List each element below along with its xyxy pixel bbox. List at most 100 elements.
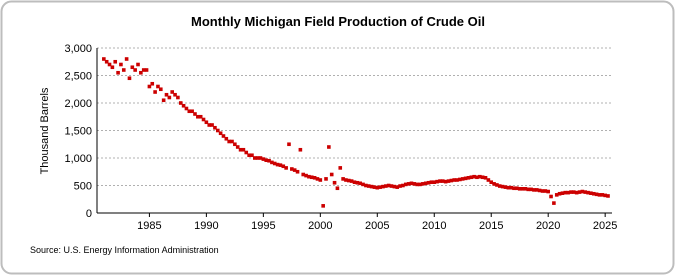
data-point (318, 178, 323, 182)
data-point (401, 183, 405, 188)
data-point (395, 185, 400, 189)
data-point (121, 68, 126, 72)
data-point (295, 169, 300, 174)
data-point (235, 145, 240, 149)
data-point (230, 139, 234, 144)
source-note: Source: U.S. Energy Information Administ… (30, 245, 219, 255)
chart-title: Monthly Michigan Field Production of Cru… (191, 14, 485, 29)
y-tick-label: 1,000 (64, 153, 92, 165)
data-point (272, 161, 277, 166)
data-point (315, 177, 320, 181)
data-point (290, 167, 294, 171)
data-point (458, 177, 462, 182)
data-point (301, 172, 306, 177)
data-point (341, 177, 345, 181)
data-point (264, 158, 268, 162)
data-point (569, 190, 573, 194)
data-point (577, 190, 582, 194)
data-point (455, 178, 459, 182)
data-point (196, 114, 200, 119)
y-tick-label: 2,500 (64, 71, 92, 83)
data-point (557, 191, 562, 196)
data-point (543, 189, 548, 193)
data-point (241, 147, 246, 152)
data-point (460, 177, 465, 181)
data-point (378, 185, 382, 189)
data-point (466, 176, 471, 180)
data-point (526, 187, 531, 192)
data-point (187, 109, 192, 114)
data-point (107, 62, 112, 67)
data-point (500, 184, 505, 189)
data-point (324, 177, 328, 181)
x-tick-label: 1990 (194, 220, 218, 232)
y-tick-label: 500 (74, 181, 92, 193)
data-point (309, 175, 314, 180)
data-point (591, 191, 596, 196)
data-point (161, 98, 166, 103)
data-point (469, 175, 474, 180)
y-axis-label: Thousand Barrels (39, 87, 51, 174)
data-point (312, 176, 317, 180)
data-point (415, 182, 419, 187)
data-point (389, 184, 394, 188)
data-point (512, 186, 516, 191)
data-point (517, 187, 522, 191)
data-point (589, 191, 593, 195)
data-point (483, 176, 488, 180)
data-point (532, 188, 536, 192)
data-point (164, 92, 169, 97)
y-tick-label: 2,000 (64, 98, 92, 110)
data-point (583, 190, 588, 194)
data-point (261, 157, 266, 161)
data-point (412, 182, 417, 186)
data-point (270, 160, 274, 165)
data-point (426, 180, 431, 185)
data-point (213, 125, 217, 130)
data-point (381, 184, 385, 189)
data-point (113, 59, 118, 64)
data-point (438, 179, 442, 183)
data-point (358, 181, 362, 186)
data-point (327, 145, 331, 149)
data-point (489, 180, 494, 184)
data-point (170, 90, 174, 94)
data-point (600, 193, 605, 197)
data-point (150, 81, 155, 86)
data-point (275, 162, 280, 167)
data-point (563, 190, 568, 195)
data-point (554, 193, 559, 197)
data-point (102, 57, 106, 61)
data-point (463, 176, 468, 181)
data-point (441, 179, 445, 183)
data-point (215, 128, 220, 133)
data-point (480, 175, 485, 180)
data-point (190, 109, 194, 114)
data-point (449, 178, 454, 183)
data-point (520, 187, 525, 191)
data-point (198, 114, 203, 119)
data-point (506, 185, 511, 190)
data-point (580, 189, 585, 194)
data-point (386, 183, 391, 188)
data-point (298, 147, 303, 152)
data-point (475, 175, 479, 180)
data-point (307, 174, 311, 179)
data-point (418, 182, 422, 187)
data-point (278, 163, 283, 167)
data-point (218, 131, 223, 136)
data-point (184, 106, 189, 111)
data-point (495, 183, 499, 187)
data-point (540, 189, 545, 193)
data-point (253, 156, 257, 160)
data-point (178, 101, 183, 105)
data-point (606, 194, 610, 198)
data-point (375, 185, 380, 190)
data-point (255, 156, 260, 160)
data-point (281, 164, 286, 169)
data-point (566, 190, 570, 195)
data-point (284, 166, 288, 170)
data-point (597, 193, 602, 197)
data-point (515, 186, 519, 191)
data-point (594, 192, 599, 197)
